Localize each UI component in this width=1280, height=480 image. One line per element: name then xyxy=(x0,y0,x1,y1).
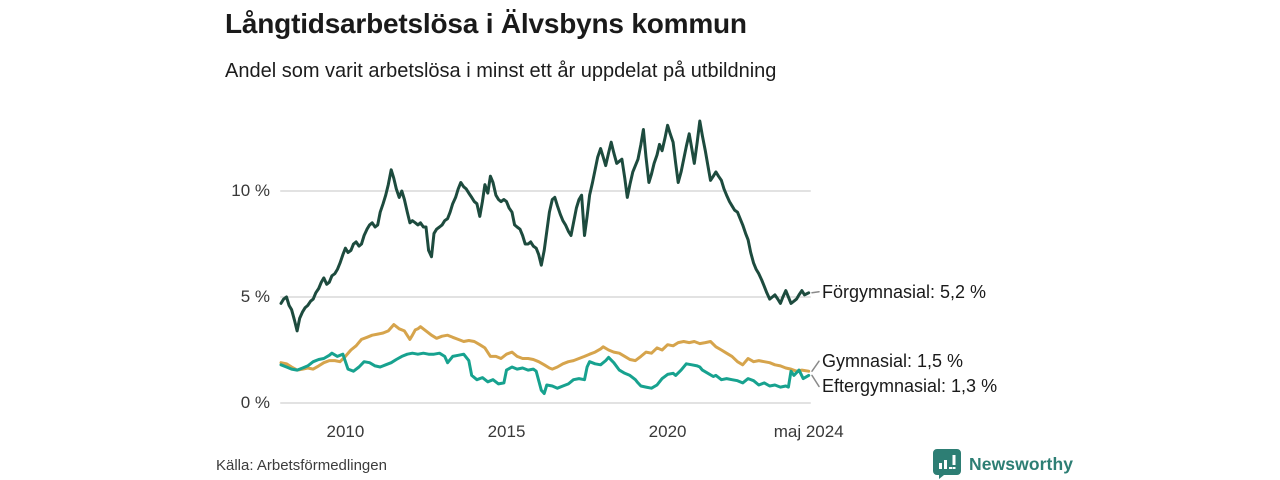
series-end-label-gymnasial: Gymnasial: 1,5 % xyxy=(822,351,964,372)
x-axis-tick-label-2015: 2015 xyxy=(487,422,526,441)
y-axis-tick-label-5: 5 % xyxy=(240,287,270,306)
page-title: Långtidsarbetslösa i Älvsbyns kommun xyxy=(225,8,747,39)
y-axis-tick-label-10: 10 % xyxy=(231,181,270,200)
page-subtitle: Andel som varit arbetslösa i minst ett å… xyxy=(225,60,777,82)
x-axis-tick-label-2010: 2010 xyxy=(326,422,365,441)
series-lines xyxy=(279,119,811,395)
x-axis-tick-label-2020: 2020 xyxy=(648,422,687,441)
gridlines xyxy=(280,190,811,404)
newsworthy-speech-bubble-bar-chart-icon xyxy=(933,449,961,479)
series-end-label-eftergymnasial: Eftergymnasial: 1,3 % xyxy=(822,376,998,397)
series-end-label-forgymnasial: Förgymnasial: 5,2 % xyxy=(822,281,987,302)
newsworthy-logo-text: Newsworthy xyxy=(969,453,1074,474)
source-credit: Källa: Arbetsförmedlingen xyxy=(216,457,387,474)
newsworthy-logo: Newsworthy xyxy=(933,449,1073,479)
end-label-connector-lines xyxy=(811,291,820,388)
y-axis-tick-label-0: 0 % xyxy=(240,393,270,412)
x-axis-tick-label-maj-2024: maj 2024 xyxy=(773,422,844,441)
